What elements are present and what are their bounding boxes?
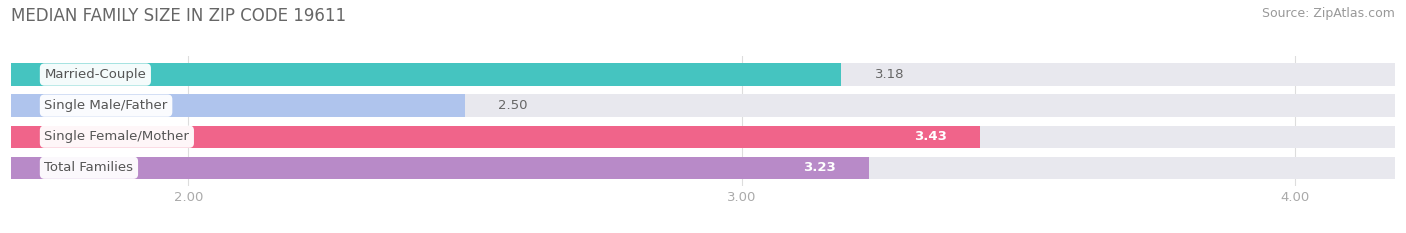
Text: 3.18: 3.18 (875, 68, 904, 81)
Bar (11, 157, 1395, 179)
Bar (11, 63, 841, 86)
Bar (11, 157, 869, 179)
Text: 2.50: 2.50 (498, 99, 527, 112)
Bar (11, 126, 980, 148)
Bar (11, 63, 1395, 86)
Text: 3.23: 3.23 (803, 161, 835, 174)
Text: 3.43: 3.43 (914, 130, 946, 143)
Text: Source: ZipAtlas.com: Source: ZipAtlas.com (1261, 7, 1395, 20)
Bar (11, 126, 1395, 148)
Text: Married-Couple: Married-Couple (45, 68, 146, 81)
Text: MEDIAN FAMILY SIZE IN ZIP CODE 19611: MEDIAN FAMILY SIZE IN ZIP CODE 19611 (11, 7, 346, 25)
Bar (11, 94, 1395, 117)
Text: Total Families: Total Families (45, 161, 134, 174)
Text: Single Male/Father: Single Male/Father (45, 99, 167, 112)
Text: Single Female/Mother: Single Female/Mother (45, 130, 190, 143)
Bar (11, 94, 465, 117)
